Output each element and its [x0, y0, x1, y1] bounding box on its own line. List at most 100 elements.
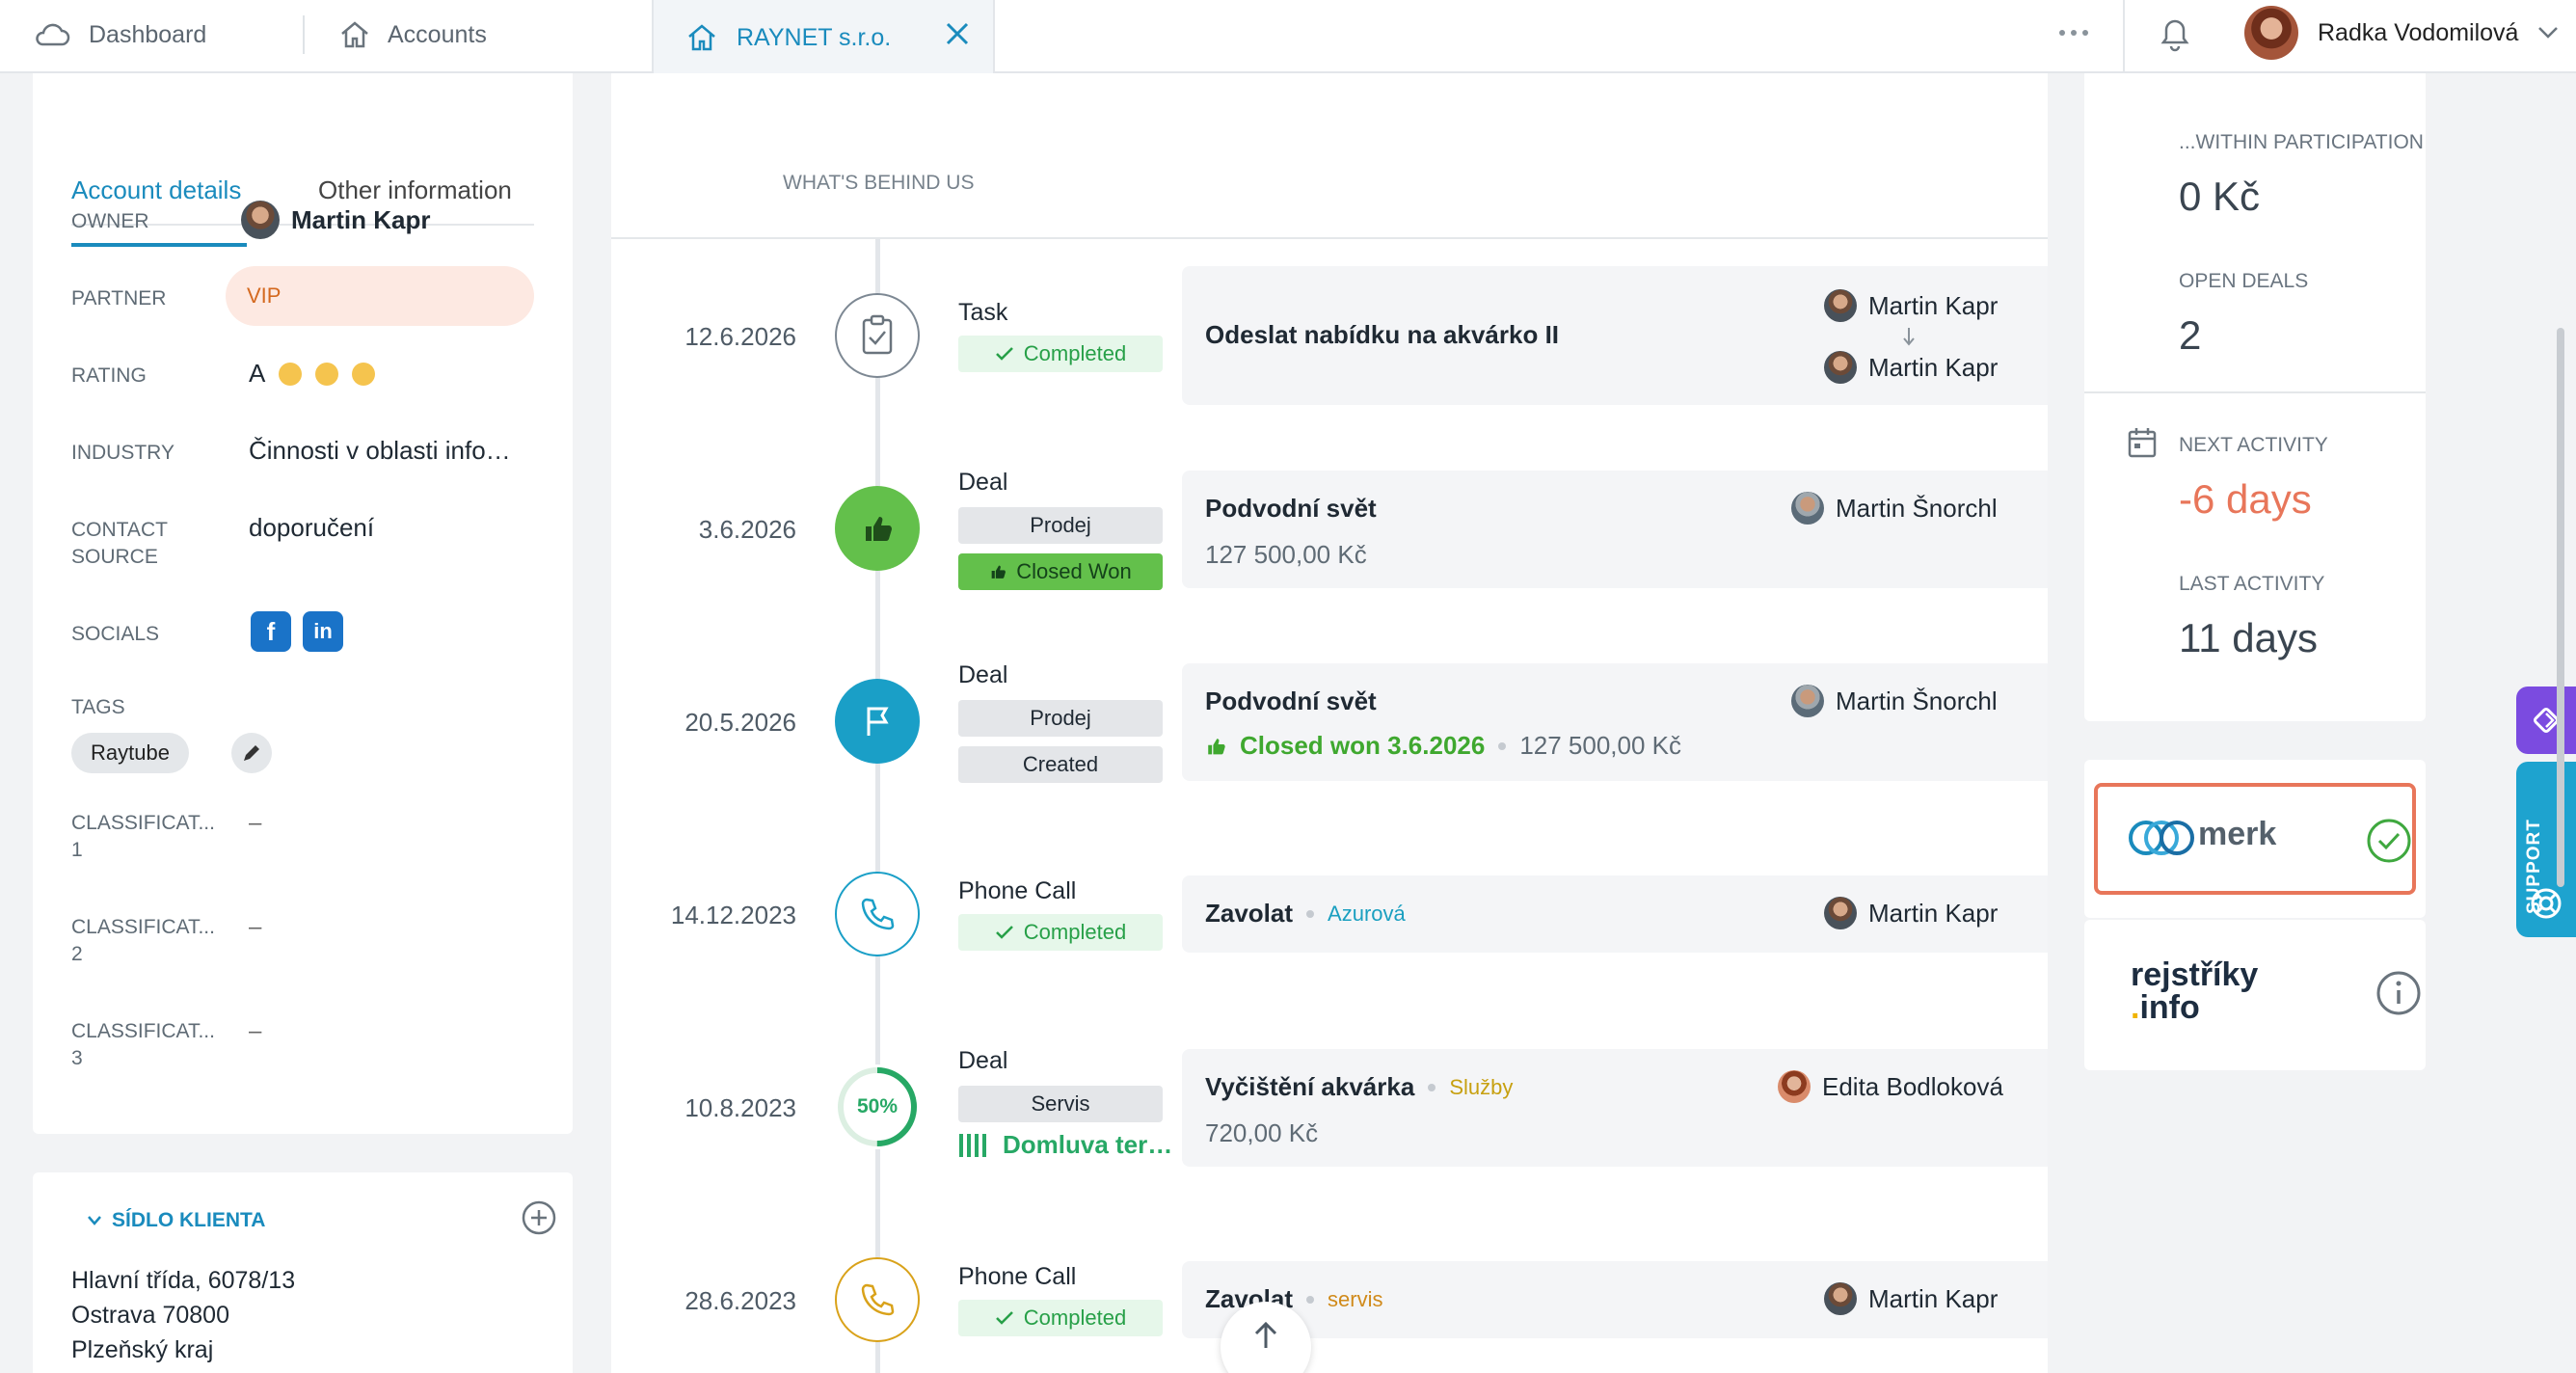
more-icon[interactable] [2057, 23, 2090, 42]
activity-card[interactable]: Vyčištění akvárka Služby 720,00 Kč Edita… [1182, 1049, 2048, 1167]
activity-title: Podvodní svět [1205, 686, 1377, 715]
next-activity-label: NEXT ACTIVITY [2179, 434, 2328, 456]
nav-accounts-label: Accounts [388, 20, 487, 48]
user-menu[interactable]: Radka Vodomilová [2244, 6, 2559, 60]
phone-icon [835, 872, 920, 956]
puzzle-icon [2534, 708, 2559, 733]
cloud-icon [36, 23, 70, 46]
partner-badge [226, 266, 534, 326]
activity-type: Phone Call [958, 1263, 1077, 1290]
pipeline-badge: Prodej [958, 700, 1163, 737]
linkedin-icon[interactable]: in [303, 611, 343, 652]
close-icon[interactable] [943, 19, 972, 48]
top-bar: Dashboard Accounts RAYNET s.r.o. Radka V… [0, 0, 2576, 75]
address-line: Ostrava 70800 [71, 1302, 229, 1329]
person[interactable]: Martin Kapr [1824, 1282, 1998, 1315]
timeline-axis [875, 239, 880, 1373]
deal-stage: Domluva ter… [958, 1130, 1172, 1160]
info-icon[interactable] [2375, 970, 2422, 1016]
nav-dashboard[interactable]: Dashboard [33, 0, 206, 69]
flag-icon [835, 679, 920, 764]
activity-card[interactable]: Podvodní svět Closed won 3.6.2026 127 50… [1182, 663, 2048, 781]
tab-raynet[interactable]: RAYNET s.r.o. [652, 0, 995, 75]
tab-other-information[interactable]: Other information [318, 175, 512, 204]
status-badge: Completed [958, 336, 1163, 372]
activity-card[interactable]: Odeslat nabídku na akvárko II Martin Kap… [1182, 266, 2048, 405]
within-participation-value: 0 Kč [2179, 174, 2261, 219]
scrollbar[interactable] [2557, 328, 2564, 887]
address-section-toggle[interactable]: SÍDLO KLIENTA [87, 1209, 265, 1232]
account-stats-card: ...WITHIN PARTICIPATION 0 Kč OPEN DEALS … [2084, 73, 2426, 721]
address-line: Hlavní třída, 6078/13 [71, 1267, 296, 1294]
activity-card[interactable]: Zavolat servis Martin Kapr [1182, 1261, 2048, 1338]
thumbs-up-icon [1208, 738, 1225, 754]
activity-type: Deal [958, 469, 1008, 496]
avatar [1824, 289, 1857, 322]
scroll-to-top-button[interactable] [1221, 1302, 1311, 1373]
owner-name: Martin Kapr [291, 204, 431, 234]
pipeline-badge: Servis [958, 1086, 1163, 1122]
divider [303, 15, 305, 54]
tab-account-details[interactable]: Account details [71, 175, 242, 204]
avatar [2244, 6, 2298, 60]
divider [2084, 391, 2426, 393]
person[interactable]: Martin Kapr [1824, 351, 1998, 384]
timeline-date: 14.12.2023 [670, 901, 796, 929]
person[interactable]: Martin Šnorchl [1791, 492, 1998, 525]
person[interactable]: Martin Kapr [1824, 289, 1998, 322]
separator-dot [1498, 741, 1507, 750]
divider [611, 237, 2048, 239]
deal-amount: 720,00 Kč [1205, 1118, 1319, 1147]
tags-label: TAGS [71, 696, 125, 718]
rating-dot [352, 362, 376, 386]
last-activity-value: 11 days [2179, 615, 2318, 660]
person[interactable]: Martin Šnorchl [1791, 685, 1998, 717]
home-icon [341, 21, 368, 48]
rating-value: A [249, 359, 376, 389]
phone-icon [835, 1257, 920, 1342]
person[interactable]: Edita Bodloková [1778, 1070, 2003, 1103]
merk-highlight: merk [2094, 783, 2416, 895]
nav-accounts[interactable]: Accounts [339, 0, 487, 69]
check-icon [995, 1311, 1013, 1325]
nav-dashboard-label: Dashboard [89, 20, 207, 48]
rating-dot [279, 362, 303, 386]
open-deals-value[interactable]: 2 [2179, 312, 2202, 358]
thumbs-up-icon [835, 486, 920, 571]
person[interactable]: Martin Kapr [1824, 897, 1998, 929]
add-icon[interactable] [521, 1199, 557, 1236]
classification-3-value: – [249, 1018, 262, 1044]
facebook-icon[interactable]: f [251, 611, 291, 652]
tag[interactable]: Raytube [71, 733, 189, 773]
timeline-date: 20.5.2026 [684, 708, 796, 737]
activity-type: Phone Call [958, 877, 1077, 904]
status-badge: Closed Won [958, 553, 1163, 590]
timeline-date: 10.8.2023 [684, 1093, 796, 1122]
merk-integration-card[interactable]: merk [2084, 760, 2426, 918]
classification-3-label: CLASSIFICAT... 3 [71, 1020, 215, 1069]
feedback-tab[interactable] [2516, 686, 2576, 754]
edit-tags-button[interactable] [231, 733, 272, 773]
support-tab[interactable]: SUPPORT [2516, 762, 2576, 937]
socials-label: SOCIALS [71, 623, 160, 645]
activity-title-line: Vyčištění akvárka Služby [1205, 1072, 1513, 1102]
activity-title-line: Zavolat servis [1205, 1284, 1382, 1314]
activity-card[interactable]: Podvodní svět 127 500,00 Kč Martin Šnorc… [1182, 471, 2048, 588]
deal-status-line: Closed won 3.6.2026 127 500,00 Kč [1205, 731, 1681, 761]
activity-card[interactable]: Zavolat Azurová Martin Kapr [1182, 875, 2048, 953]
rejstriky-integration-card[interactable]: rejstříky .info [2084, 920, 2426, 1070]
avatar [1791, 492, 1824, 525]
partner-label: PARTNER [71, 287, 167, 310]
address-card: SÍDLO KLIENTA Hlavní třída, 6078/13 Ostr… [33, 1172, 573, 1373]
rating-label: RATING [71, 364, 147, 387]
timeline-date: 28.6.2023 [684, 1286, 796, 1315]
classification-1-value: – [249, 810, 262, 836]
bell-icon[interactable] [2158, 15, 2192, 54]
category-label: servis [1328, 1286, 1383, 1311]
activity-type: Deal [958, 661, 1008, 688]
chevron-down-icon [2538, 27, 2559, 39]
owner-value[interactable]: Martin Kapr [241, 201, 430, 239]
check-icon [995, 926, 1013, 939]
pipeline-badge: Prodej [958, 507, 1163, 544]
deal-progress: 50% [856, 1095, 899, 1117]
